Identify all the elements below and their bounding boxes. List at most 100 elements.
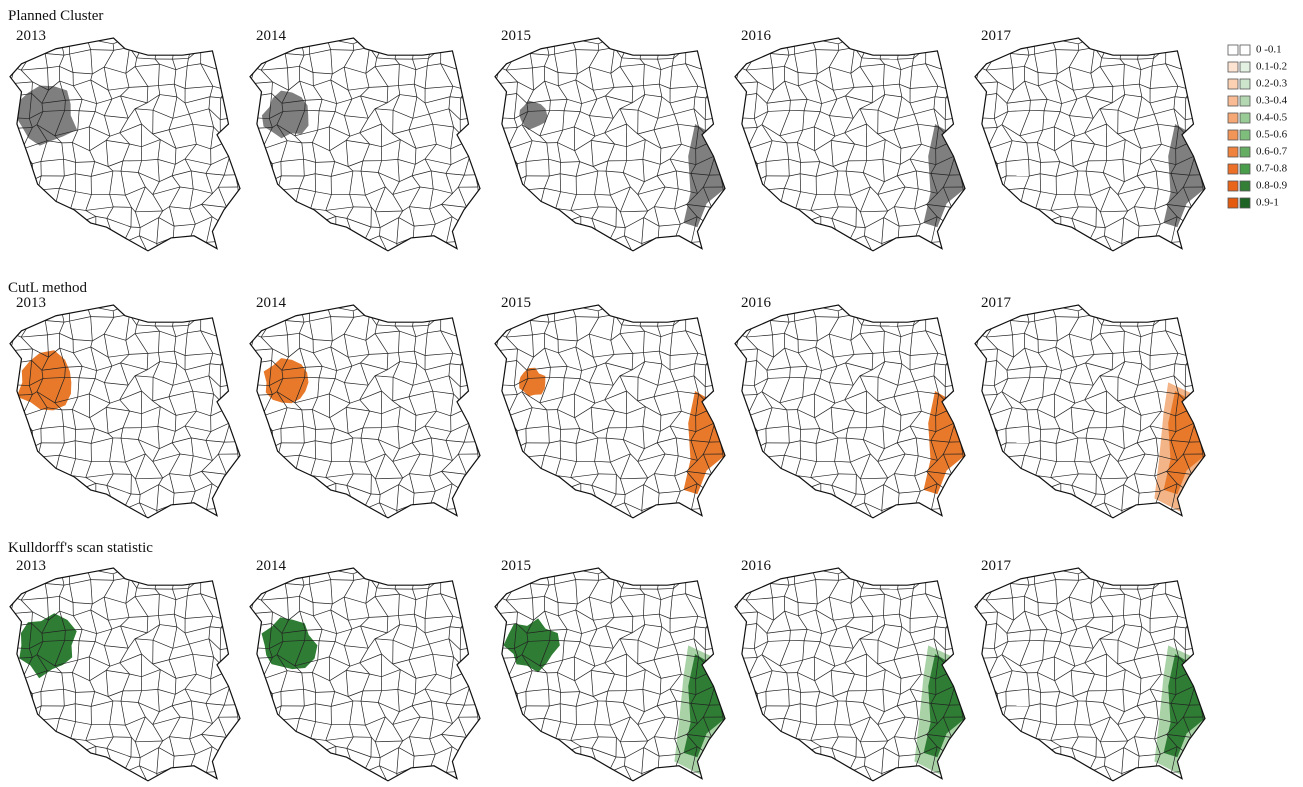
district-border	[228, 578, 234, 586]
district-border	[6, 364, 9, 385]
district-border	[643, 35, 662, 37]
district-border	[227, 762, 243, 771]
district-border	[1192, 241, 1194, 250]
district-border	[643, 302, 662, 304]
district-border	[708, 338, 712, 357]
district-border	[1194, 407, 1195, 422]
district-border	[463, 71, 467, 90]
district-border	[712, 474, 725, 478]
district-border	[294, 741, 304, 750]
district-border	[44, 486, 65, 494]
district-border	[539, 209, 556, 211]
district-border	[26, 456, 38, 458]
district-border	[363, 570, 370, 578]
district-border	[268, 731, 272, 756]
district-border	[334, 777, 344, 784]
district-border	[246, 179, 273, 180]
district-border	[954, 407, 971, 408]
district-border	[463, 338, 467, 357]
district-border	[714, 140, 715, 155]
district-border	[948, 71, 952, 90]
district-border	[1162, 523, 1176, 525]
district-border	[794, 32, 812, 39]
district-border	[225, 564, 227, 578]
district-border	[729, 234, 736, 256]
district-border	[1003, 228, 1009, 244]
district-border	[317, 501, 320, 518]
map-panel: 2015	[488, 295, 731, 525]
district-border	[189, 771, 197, 786]
district-border	[317, 222, 320, 234]
district-border	[779, 211, 789, 220]
district-border	[474, 302, 481, 323]
district-border	[948, 71, 971, 72]
district-border	[511, 447, 518, 456]
district-border	[788, 503, 789, 520]
district-border	[248, 417, 251, 423]
district-border	[971, 179, 976, 192]
district-border	[1088, 510, 1089, 522]
district-border	[279, 475, 294, 478]
district-border	[20, 522, 49, 523]
district-border	[10, 84, 11, 97]
year-label: 2016	[741, 295, 772, 311]
district-border	[869, 37, 883, 42]
district-border	[247, 734, 249, 756]
district-border	[955, 517, 970, 523]
district-border	[1167, 301, 1190, 302]
district-border	[524, 475, 539, 478]
district-border	[32, 756, 43, 757]
district-border	[230, 156, 239, 159]
district-border	[967, 402, 971, 407]
district-border	[719, 323, 731, 338]
district-border	[245, 396, 251, 417]
district-border	[729, 501, 750, 509]
district-border	[239, 220, 243, 232]
district-border	[954, 140, 971, 141]
district-border	[460, 134, 481, 135]
district-border	[123, 570, 144, 572]
district-border	[751, 447, 758, 456]
district-border	[354, 770, 363, 773]
district-border	[763, 236, 788, 244]
district-border	[562, 501, 581, 504]
district-border	[997, 226, 1008, 227]
district-border	[279, 738, 294, 741]
district-border	[788, 219, 790, 235]
district-border	[79, 777, 93, 781]
district-border	[480, 384, 482, 402]
district-border	[123, 773, 124, 785]
district-border	[24, 509, 37, 510]
district-border	[973, 417, 976, 423]
district-border	[993, 201, 1004, 208]
district-border	[848, 307, 869, 309]
district-border	[20, 772, 25, 785]
district-border	[4, 764, 11, 786]
district-border	[264, 226, 272, 242]
district-border	[6, 627, 9, 648]
district-border	[317, 752, 320, 764]
district-border	[26, 719, 28, 732]
district-border	[850, 517, 872, 522]
country-fill	[250, 305, 480, 518]
district-border	[363, 243, 364, 255]
district-border	[495, 201, 513, 204]
district-border	[505, 522, 534, 523]
map-panel: 2014	[243, 295, 486, 525]
district-border	[954, 407, 955, 422]
district-border	[969, 501, 976, 523]
district-border	[534, 519, 549, 523]
district-border	[964, 487, 968, 499]
district-border	[334, 514, 344, 521]
district-border	[244, 226, 248, 234]
district-border	[442, 34, 465, 35]
district-border	[246, 364, 249, 385]
district-border	[197, 523, 211, 525]
district-border	[1192, 80, 1201, 90]
district-border	[950, 34, 952, 48]
district-border	[309, 32, 327, 39]
district-border	[848, 243, 849, 255]
district-border	[26, 456, 28, 469]
district-border	[720, 80, 727, 98]
district-border	[303, 234, 317, 236]
